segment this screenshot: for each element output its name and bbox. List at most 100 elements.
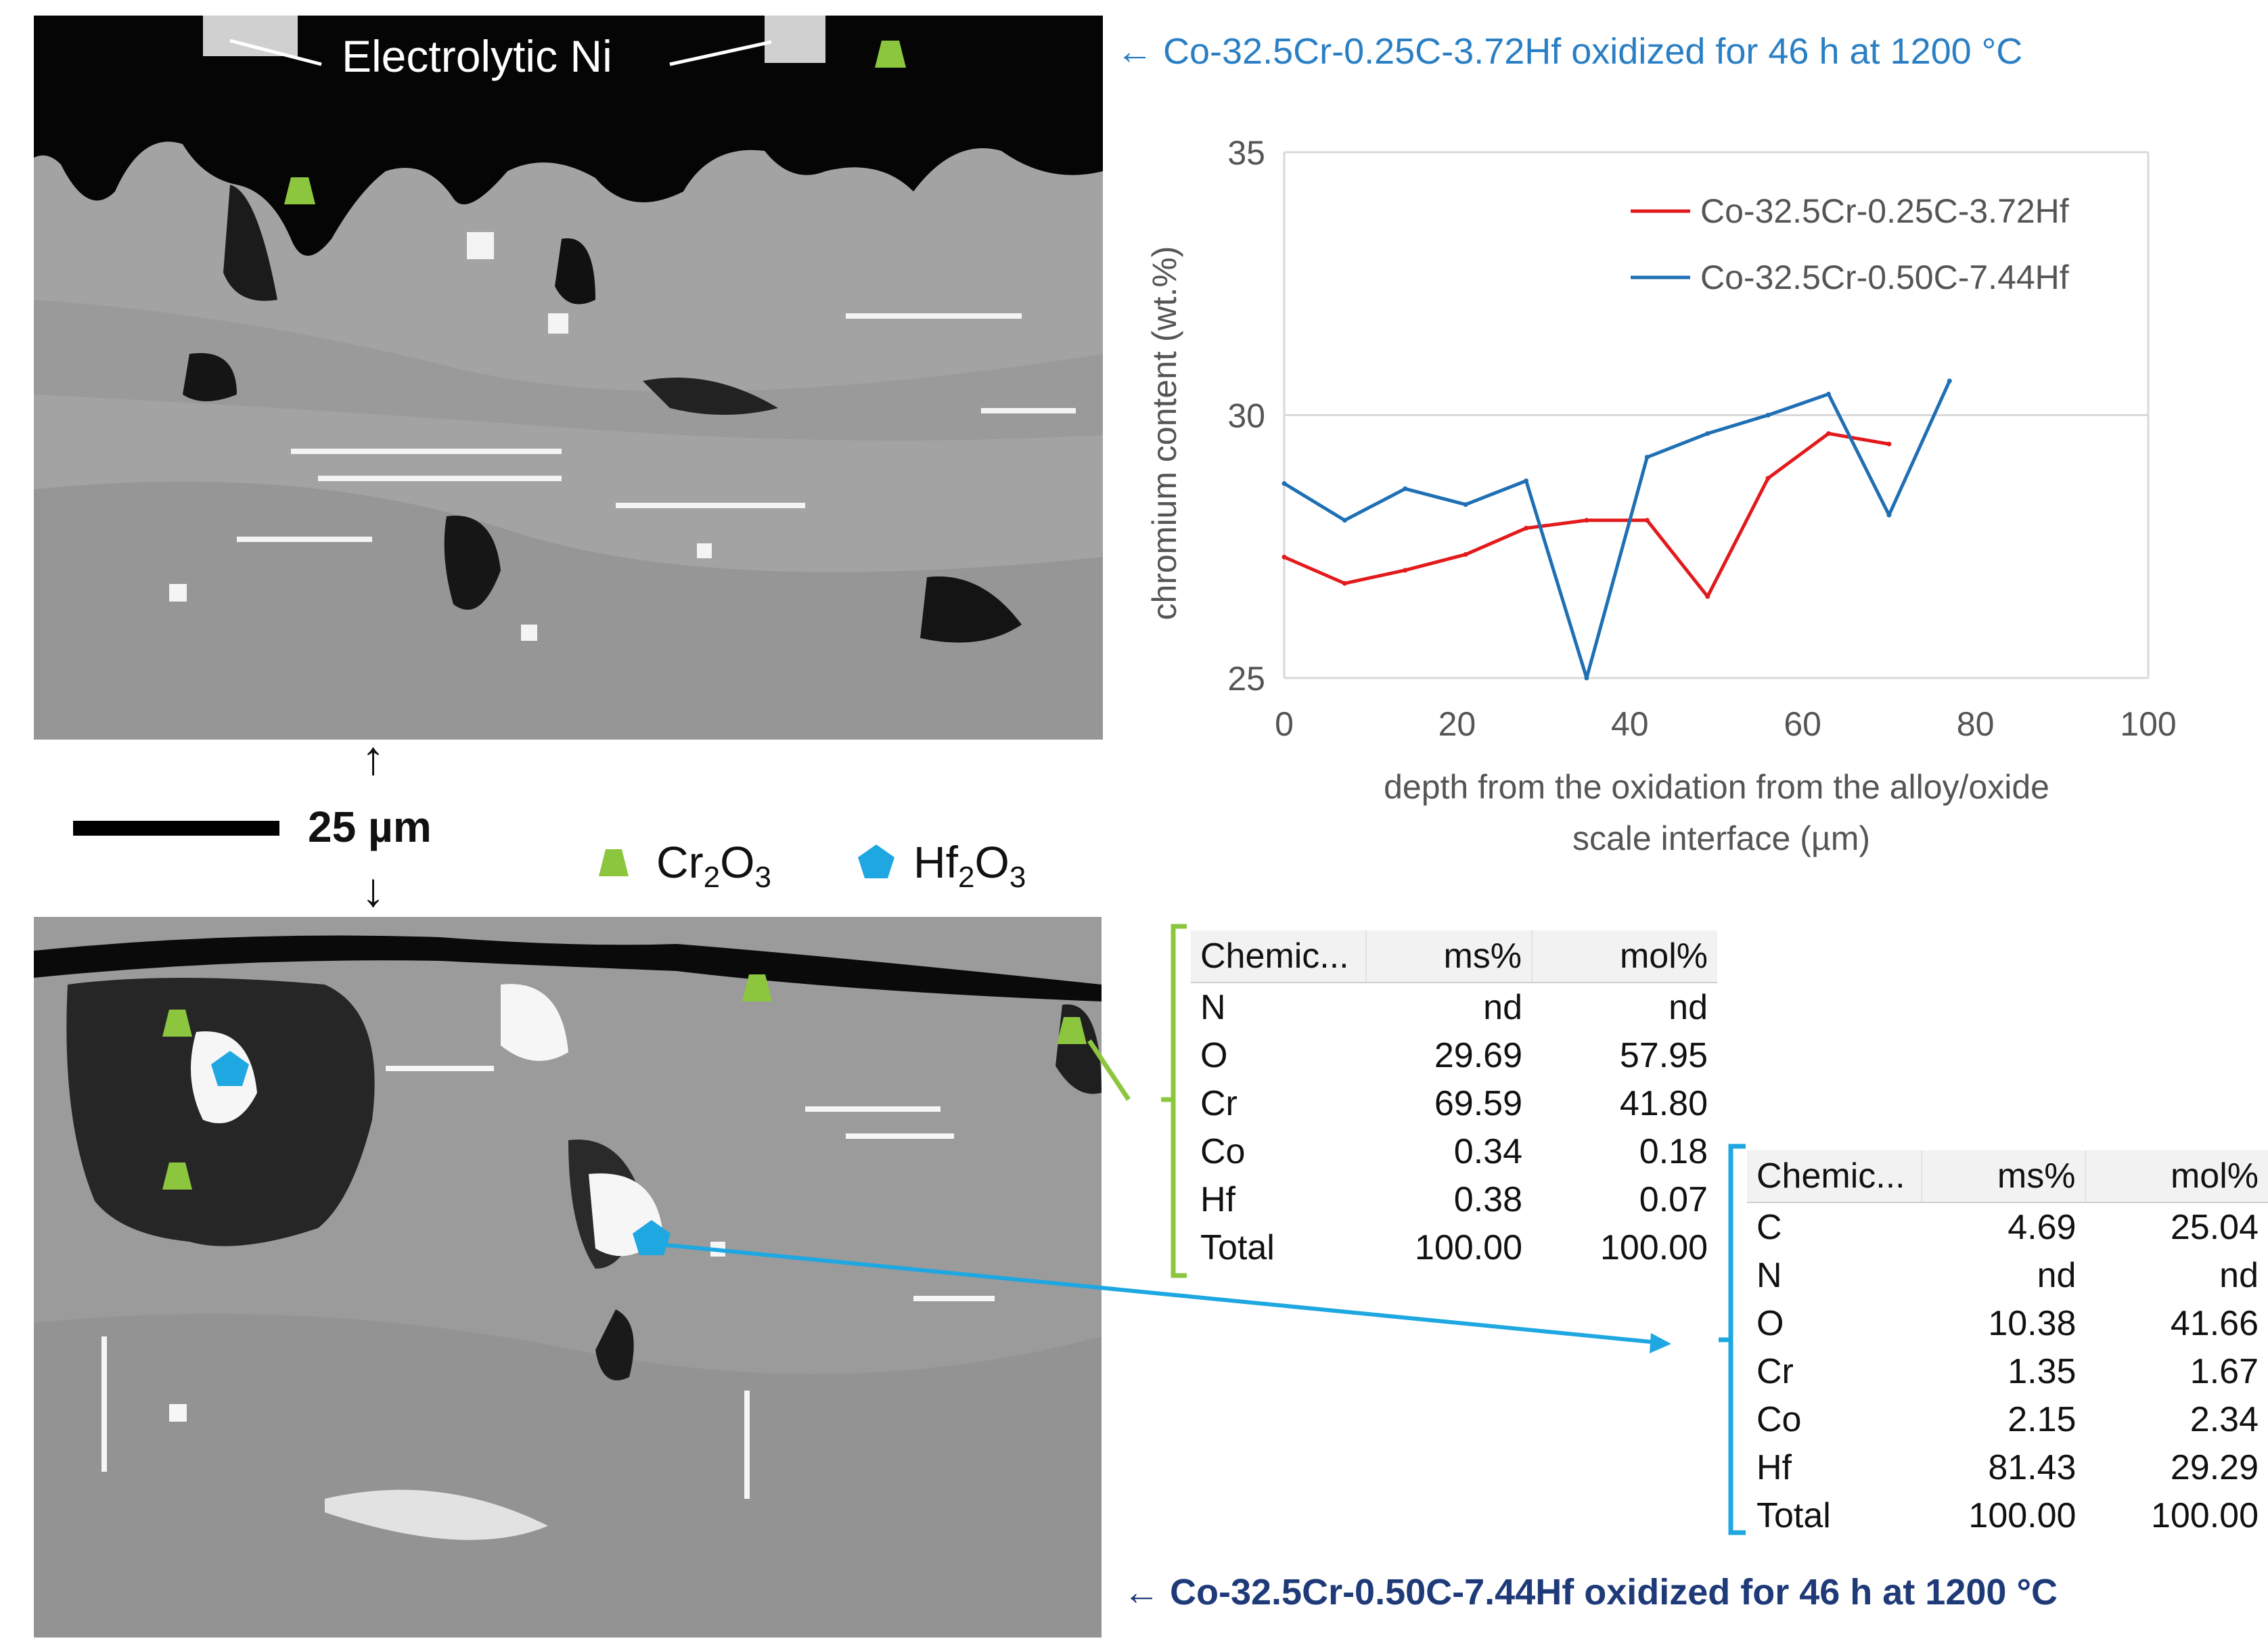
table-cell: Total: [1756, 1495, 1831, 1535]
table-cell: Cr: [1756, 1351, 1794, 1391]
table-cell: Cr: [1200, 1083, 1238, 1123]
table-row: Cr 1.35 1.67: [1747, 1347, 2268, 1395]
table-row: Hf 0.38 0.07: [1191, 1175, 1717, 1223]
chart-series-line-1: [1284, 432, 1890, 599]
chart-data-point: [1584, 518, 1589, 523]
chart-data-point: [1826, 431, 1832, 436]
top-caption: ← Co-32.5Cr-0.25C-3.72Hf oxidized for 46…: [1116, 31, 2023, 72]
table-cell: 100.00: [1414, 1227, 1522, 1267]
table-cell: 2.34: [2190, 1399, 2259, 1439]
cr2o3-marker-icon: [162, 1010, 192, 1037]
chromium-profile-chart: 25 30 35 0 20 40 60 80 100 Co-32.5Cr-0.25C-3.72…: [1146, 134, 2177, 857]
legend-cr2o3: Cr2O3: [656, 837, 771, 895]
chart-x-tick-label: 0: [1275, 705, 1294, 743]
chart-data-point: [1524, 478, 1529, 484]
table-cell: N: [1200, 987, 1226, 1027]
table-cell: Co: [1756, 1399, 1802, 1439]
table-cell: 0.34: [1453, 1131, 1522, 1171]
chart-data-point: [1584, 675, 1589, 681]
table-cell: O: [1200, 1035, 1228, 1075]
chart-x-tick-label: 20: [1438, 705, 1476, 743]
table-header-cell: ms%: [1921, 1150, 2086, 1203]
table-cell: 100.00: [1600, 1227, 1708, 1267]
table-cell: Hf: [1756, 1447, 1792, 1487]
table-cell: 41.66: [2170, 1303, 2259, 1343]
chart-data-point: [1644, 518, 1650, 523]
chart-data-point: [1342, 581, 1347, 586]
chart-gridlines: [1283, 151, 2150, 679]
chart-data-point: [1765, 476, 1771, 481]
cr2o3-marker-icon: [1057, 1017, 1087, 1044]
table-row: C 4.69 25.04: [1747, 1202, 2268, 1251]
table-cell: 25.04: [2170, 1207, 2259, 1247]
table-cell: Co: [1200, 1131, 1246, 1171]
chart-data-point: [1644, 455, 1650, 460]
table-row: Hf 81.43 29.29: [1747, 1443, 2268, 1491]
table-row: O 10.38 41.66: [1747, 1299, 2268, 1347]
table-row: Cr 69.59 41.80: [1191, 1079, 1717, 1127]
table-cell: nd: [2037, 1255, 2077, 1295]
chart-data-point: [1826, 391, 1832, 397]
chart-series: [1282, 378, 1952, 681]
table-cell: 29.69: [1434, 1035, 1522, 1075]
chart-x-axis-label: depth from the oxidation from the alloy/…: [1384, 768, 2059, 857]
scale-bar-label: 25 µm: [308, 803, 432, 851]
blue-bracket: [1719, 1144, 1746, 1535]
table-cell: O: [1756, 1303, 1784, 1343]
table-cell: 1.35: [2008, 1351, 2077, 1391]
chart-y-axis-label: chromium content (wt.%): [1146, 246, 1183, 621]
sem-micrograph-bottom: [34, 917, 1102, 1638]
pentagon-marker-icon: [858, 844, 894, 878]
legend-hf2o3: Hf2O3: [913, 837, 1026, 895]
table-row: Total 100.00 100.00: [1747, 1491, 2268, 1539]
table-cell: 4.69: [2008, 1207, 2077, 1247]
chart-series-line-2: [1283, 380, 1951, 680]
table-cell: 0.18: [1639, 1131, 1708, 1171]
table-row: Total 100.00 100.00: [1191, 1223, 1717, 1271]
chart-data-point: [1463, 502, 1468, 507]
chart-x-tick-labels: 0 20 40 60 80 100: [1275, 705, 2177, 743]
chart-data-point: [1282, 481, 1287, 487]
chart-data-point: [1886, 512, 1892, 518]
table-cell: 41.80: [1619, 1083, 1708, 1123]
table-cell: nd: [1483, 987, 1522, 1027]
bottom-caption: ← Co-32.5Cr-0.50C-7.44Hf oxidized for 46…: [1123, 1572, 2058, 1612]
chart-y-tick-label: 35: [1227, 134, 1265, 172]
table-cell: 10.38: [1988, 1303, 2077, 1343]
table-cell: C: [1756, 1207, 1782, 1247]
table-cell: 1.67: [2190, 1351, 2259, 1391]
cr2o3-marker-icon: [162, 1163, 192, 1190]
chart-data-point: [1463, 551, 1468, 557]
table-cell: N: [1756, 1255, 1782, 1295]
table-cell: 2.15: [2008, 1399, 2077, 1439]
table-cell: Total: [1200, 1227, 1275, 1267]
table-row: Co 0.34 0.18: [1191, 1127, 1717, 1175]
table-cell: nd: [2219, 1255, 2259, 1295]
chart-data-point: [1403, 568, 1408, 573]
chart-legend: Co-32.5Cr-0.25C-3.72Hf Co-32.5Cr-0.50C-7.…: [1631, 192, 2069, 296]
chart-data-point: [1524, 526, 1529, 531]
table-cell: 0.38: [1453, 1179, 1522, 1219]
scale-bar: [73, 821, 279, 836]
hf2o3-marker-icon: [211, 1051, 249, 1086]
chart-data-point: [1282, 554, 1287, 560]
chart-data-point: [1342, 518, 1347, 523]
chart-data-point: [1705, 594, 1710, 600]
table-cell: 57.95: [1619, 1035, 1708, 1075]
chart-x-tick-label: 80: [1957, 705, 1995, 743]
chart-x-axis-label-line2: scale interface (µm): [1572, 819, 1870, 857]
table-cell: 69.59: [1434, 1083, 1522, 1123]
arrow-down-icon: ↓: [361, 863, 385, 916]
cr2o3-marker-icon: [742, 974, 772, 1001]
table-cell: nd: [1669, 987, 1708, 1027]
chart-legend-label: Co-32.5Cr-0.25C-3.72Hf: [1700, 192, 2069, 230]
chart-y-tick-label: 30: [1227, 397, 1265, 435]
table-header-cell: Chemic...: [1747, 1150, 1922, 1203]
ni-pointer-lines: [229, 39, 772, 66]
chart-data-point: [1403, 486, 1408, 491]
green-bracket: [1161, 924, 1187, 1278]
table-cell: 29.29: [2170, 1447, 2259, 1487]
